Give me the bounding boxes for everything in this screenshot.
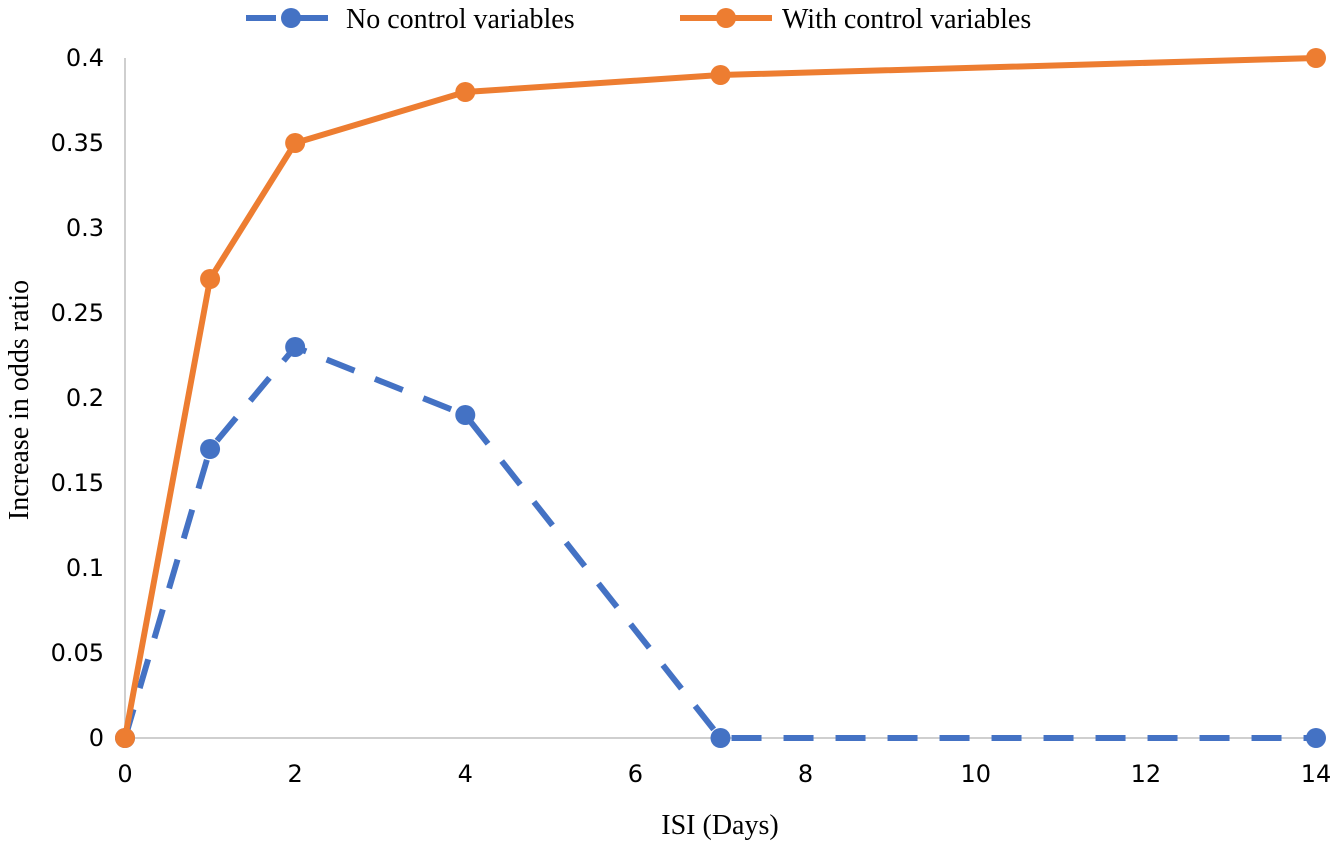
data-point bbox=[1306, 48, 1326, 68]
axes: 0 0.05 0.1 0.15 0.2 0.25 0.3 0.35 0.4 0 2 4 6 8 10 12 14 bbox=[51, 44, 1332, 788]
data-point bbox=[1306, 728, 1326, 748]
x-tick-label: 14 bbox=[1301, 760, 1332, 788]
y-tick-label: 0.25 bbox=[51, 299, 104, 327]
legend-swatch-marker bbox=[281, 8, 301, 28]
x-tick-label: 10 bbox=[960, 760, 991, 788]
x-tick-label: 4 bbox=[458, 760, 473, 788]
y-tick-label: 0.15 bbox=[51, 469, 104, 497]
series-line bbox=[122, 344, 1316, 741]
y-tick-label: 0.05 bbox=[51, 639, 104, 667]
x-axis-title: ISI (Days) bbox=[661, 810, 778, 841]
data-point bbox=[710, 65, 731, 85]
x-tick-label: 0 bbox=[117, 760, 132, 788]
series-layer bbox=[115, 48, 1326, 748]
data-point bbox=[200, 439, 221, 459]
data-point bbox=[200, 269, 221, 289]
y-tick-label: 0.1 bbox=[66, 554, 104, 582]
y-tick-label: 0.3 bbox=[66, 214, 104, 242]
data-point bbox=[710, 728, 731, 748]
y-tick-label: 0 bbox=[89, 724, 104, 752]
data-point bbox=[115, 728, 135, 748]
data-point bbox=[285, 337, 306, 357]
legend-label: No control variables bbox=[346, 4, 575, 35]
data-point bbox=[455, 405, 476, 425]
series-line bbox=[122, 55, 1317, 739]
x-tick-label: 8 bbox=[798, 760, 813, 788]
y-tick-label: 0.35 bbox=[51, 129, 104, 157]
y-tick-label: 0.4 bbox=[66, 44, 104, 72]
y-axis-title: Increase in odds ratio bbox=[4, 280, 35, 520]
legend-label: With control variables bbox=[782, 4, 1031, 35]
y-tick-label: 0.2 bbox=[66, 384, 104, 412]
legend: No control variables With control variabl… bbox=[246, 4, 1031, 35]
x-tick-label: 12 bbox=[1131, 760, 1162, 788]
data-point bbox=[285, 133, 306, 153]
data-point bbox=[455, 82, 476, 102]
legend-swatch-marker bbox=[716, 8, 736, 28]
x-tick-label: 2 bbox=[288, 760, 303, 788]
x-tick-label: 6 bbox=[628, 760, 643, 788]
